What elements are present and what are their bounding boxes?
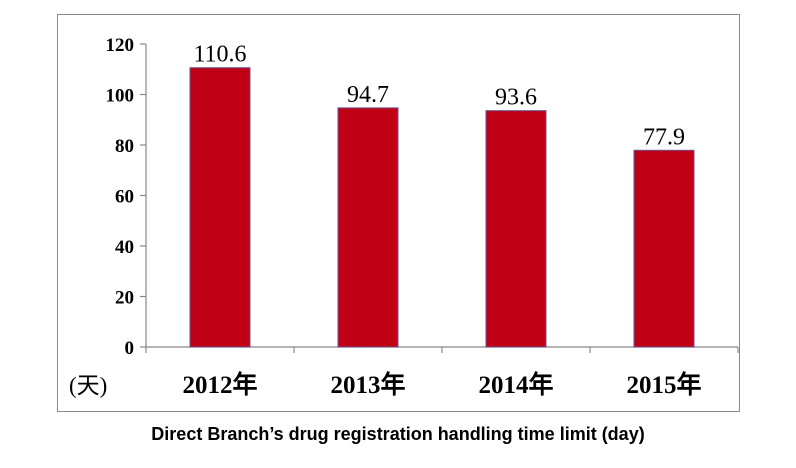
y-tick-label: 60 [115,187,134,208]
chart-caption: Direct Branch’s drug registration handli… [151,424,645,444]
data-label: 110.6 [193,42,246,68]
bar [337,107,399,348]
y-tick-label: 40 [115,237,134,258]
data-label: 77.9 [643,124,685,150]
data-label: 93.6 [495,85,537,111]
y-tick-label: 20 [115,288,134,309]
data-label: 94.7 [347,82,389,108]
y-tick-label: 0 [125,338,135,359]
y-tick-label: 80 [115,136,134,157]
y-axis-unit-label: (天) [69,373,107,398]
bar-chart: 0 20 40 60 80 100 120 110.6 2012年 94.7 2013年 93.6 20… [69,35,739,399]
category-label: 2014年 [478,370,553,399]
bar [189,67,251,348]
y-tick-label: 120 [106,35,135,56]
category-label: 2012年 [182,370,257,399]
y-tick-label: 100 [106,86,135,107]
category-label: 2013年 [330,370,405,399]
bar [633,149,695,348]
bar [485,110,547,348]
chart-frame: 0 20 40 60 80 100 120 110.6 2012年 94.7 2013年 93.6 20… [57,14,740,412]
category-label: 2015年 [626,370,701,399]
